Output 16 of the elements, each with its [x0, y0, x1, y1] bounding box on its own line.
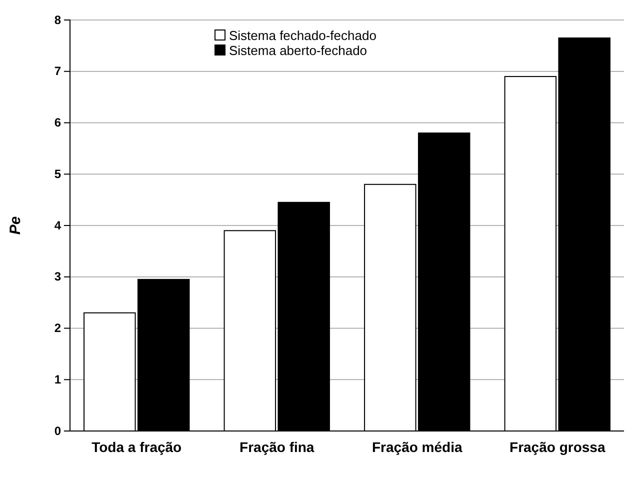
- y-tick-label: 0: [54, 424, 62, 438]
- y-tick-label: 6: [54, 116, 62, 130]
- x-tick-label: Toda a fração: [92, 439, 182, 456]
- y-axis-title: Pe: [7, 216, 24, 235]
- legend-label: Sistema aberto-fechado: [229, 43, 368, 58]
- x-tick-label: Fração fina: [240, 439, 314, 456]
- y-tick-label: 4: [54, 218, 62, 232]
- y-tick-label: 7: [54, 64, 62, 78]
- x-tick-label: Fração média: [372, 439, 462, 456]
- y-tick-label: 8: [54, 12, 62, 27]
- y-tick-label: 3: [54, 270, 62, 284]
- y-tick-label: 1: [54, 372, 62, 386]
- y-tick-label: 2: [54, 321, 62, 336]
- y-tick-label: 5: [54, 166, 62, 181]
- x-tick-label: Fração grossa: [510, 439, 606, 456]
- legend-label: Sistema fechado-fechado: [229, 28, 376, 43]
